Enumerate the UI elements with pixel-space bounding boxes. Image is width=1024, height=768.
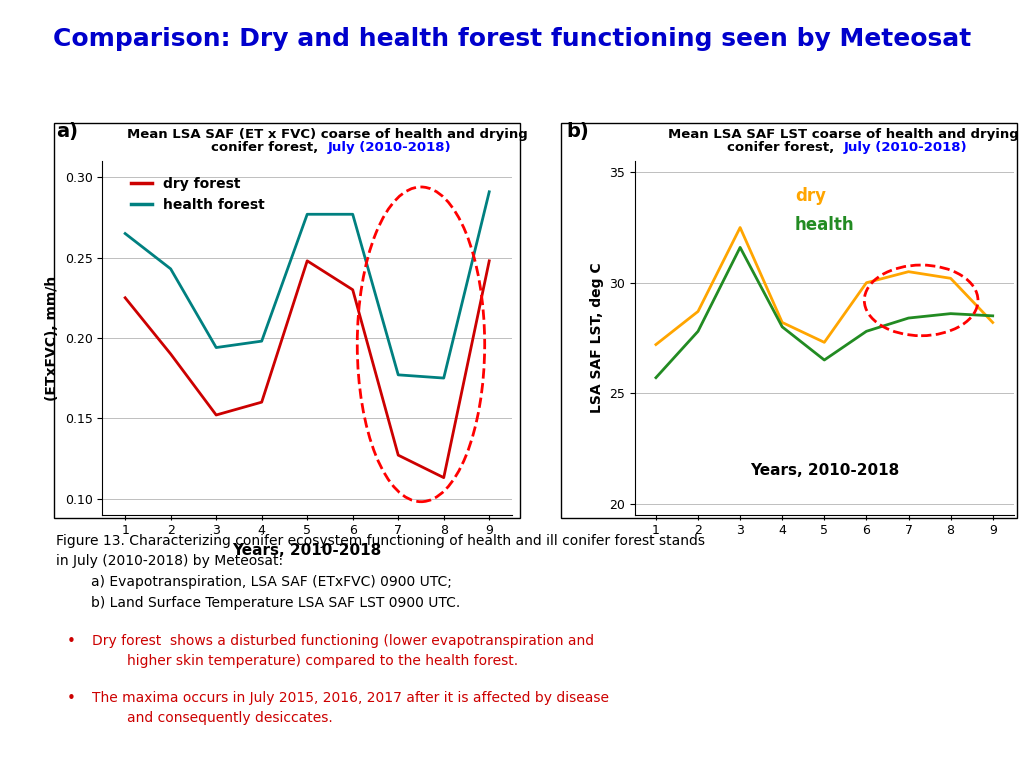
Y-axis label: (ETxFVC), mm/h: (ETxFVC), mm/h — [45, 275, 59, 401]
Text: •: • — [67, 691, 76, 707]
Legend: dry forest, health forest: dry forest, health forest — [126, 172, 270, 218]
Text: a): a) — [56, 121, 78, 141]
Text: July (2010-2018): July (2010-2018) — [844, 141, 967, 154]
Text: Comparison: Dry and health forest functioning seen by Meteosat: Comparison: Dry and health forest functi… — [53, 27, 971, 51]
Text: The maxima occurs in July 2015, 2016, 2017 after it is affected by disease
     : The maxima occurs in July 2015, 2016, 20… — [92, 691, 609, 725]
Text: Mean LSA SAF LST coarse of health and drying: Mean LSA SAF LST coarse of health and dr… — [668, 127, 1019, 141]
Text: conifer forest,: conifer forest, — [211, 141, 328, 154]
Text: Years, 2010-2018: Years, 2010-2018 — [750, 463, 899, 478]
Text: b): b) — [566, 121, 589, 141]
Text: Mean LSA SAF (ET x FVC) coarse of health and drying: Mean LSA SAF (ET x FVC) coarse of health… — [127, 127, 528, 141]
Text: conifer forest,: conifer forest, — [727, 141, 844, 154]
Text: July (2010-2018): July (2010-2018) — [328, 141, 452, 154]
Text: health: health — [795, 216, 854, 233]
Text: dry: dry — [795, 187, 825, 205]
Text: Dry forest  shows a disturbed functioning (lower evapotranspiration and
        : Dry forest shows a disturbed functioning… — [92, 634, 594, 667]
Text: Figure 13. Characterizing conifer ecosystem functioning of health and ill conife: Figure 13. Characterizing conifer ecosys… — [56, 534, 706, 610]
X-axis label: Years, 2010-2018: Years, 2010-2018 — [232, 543, 382, 558]
Y-axis label: LSA SAF LST, deg C: LSA SAF LST, deg C — [590, 263, 604, 413]
Text: •: • — [67, 634, 76, 649]
